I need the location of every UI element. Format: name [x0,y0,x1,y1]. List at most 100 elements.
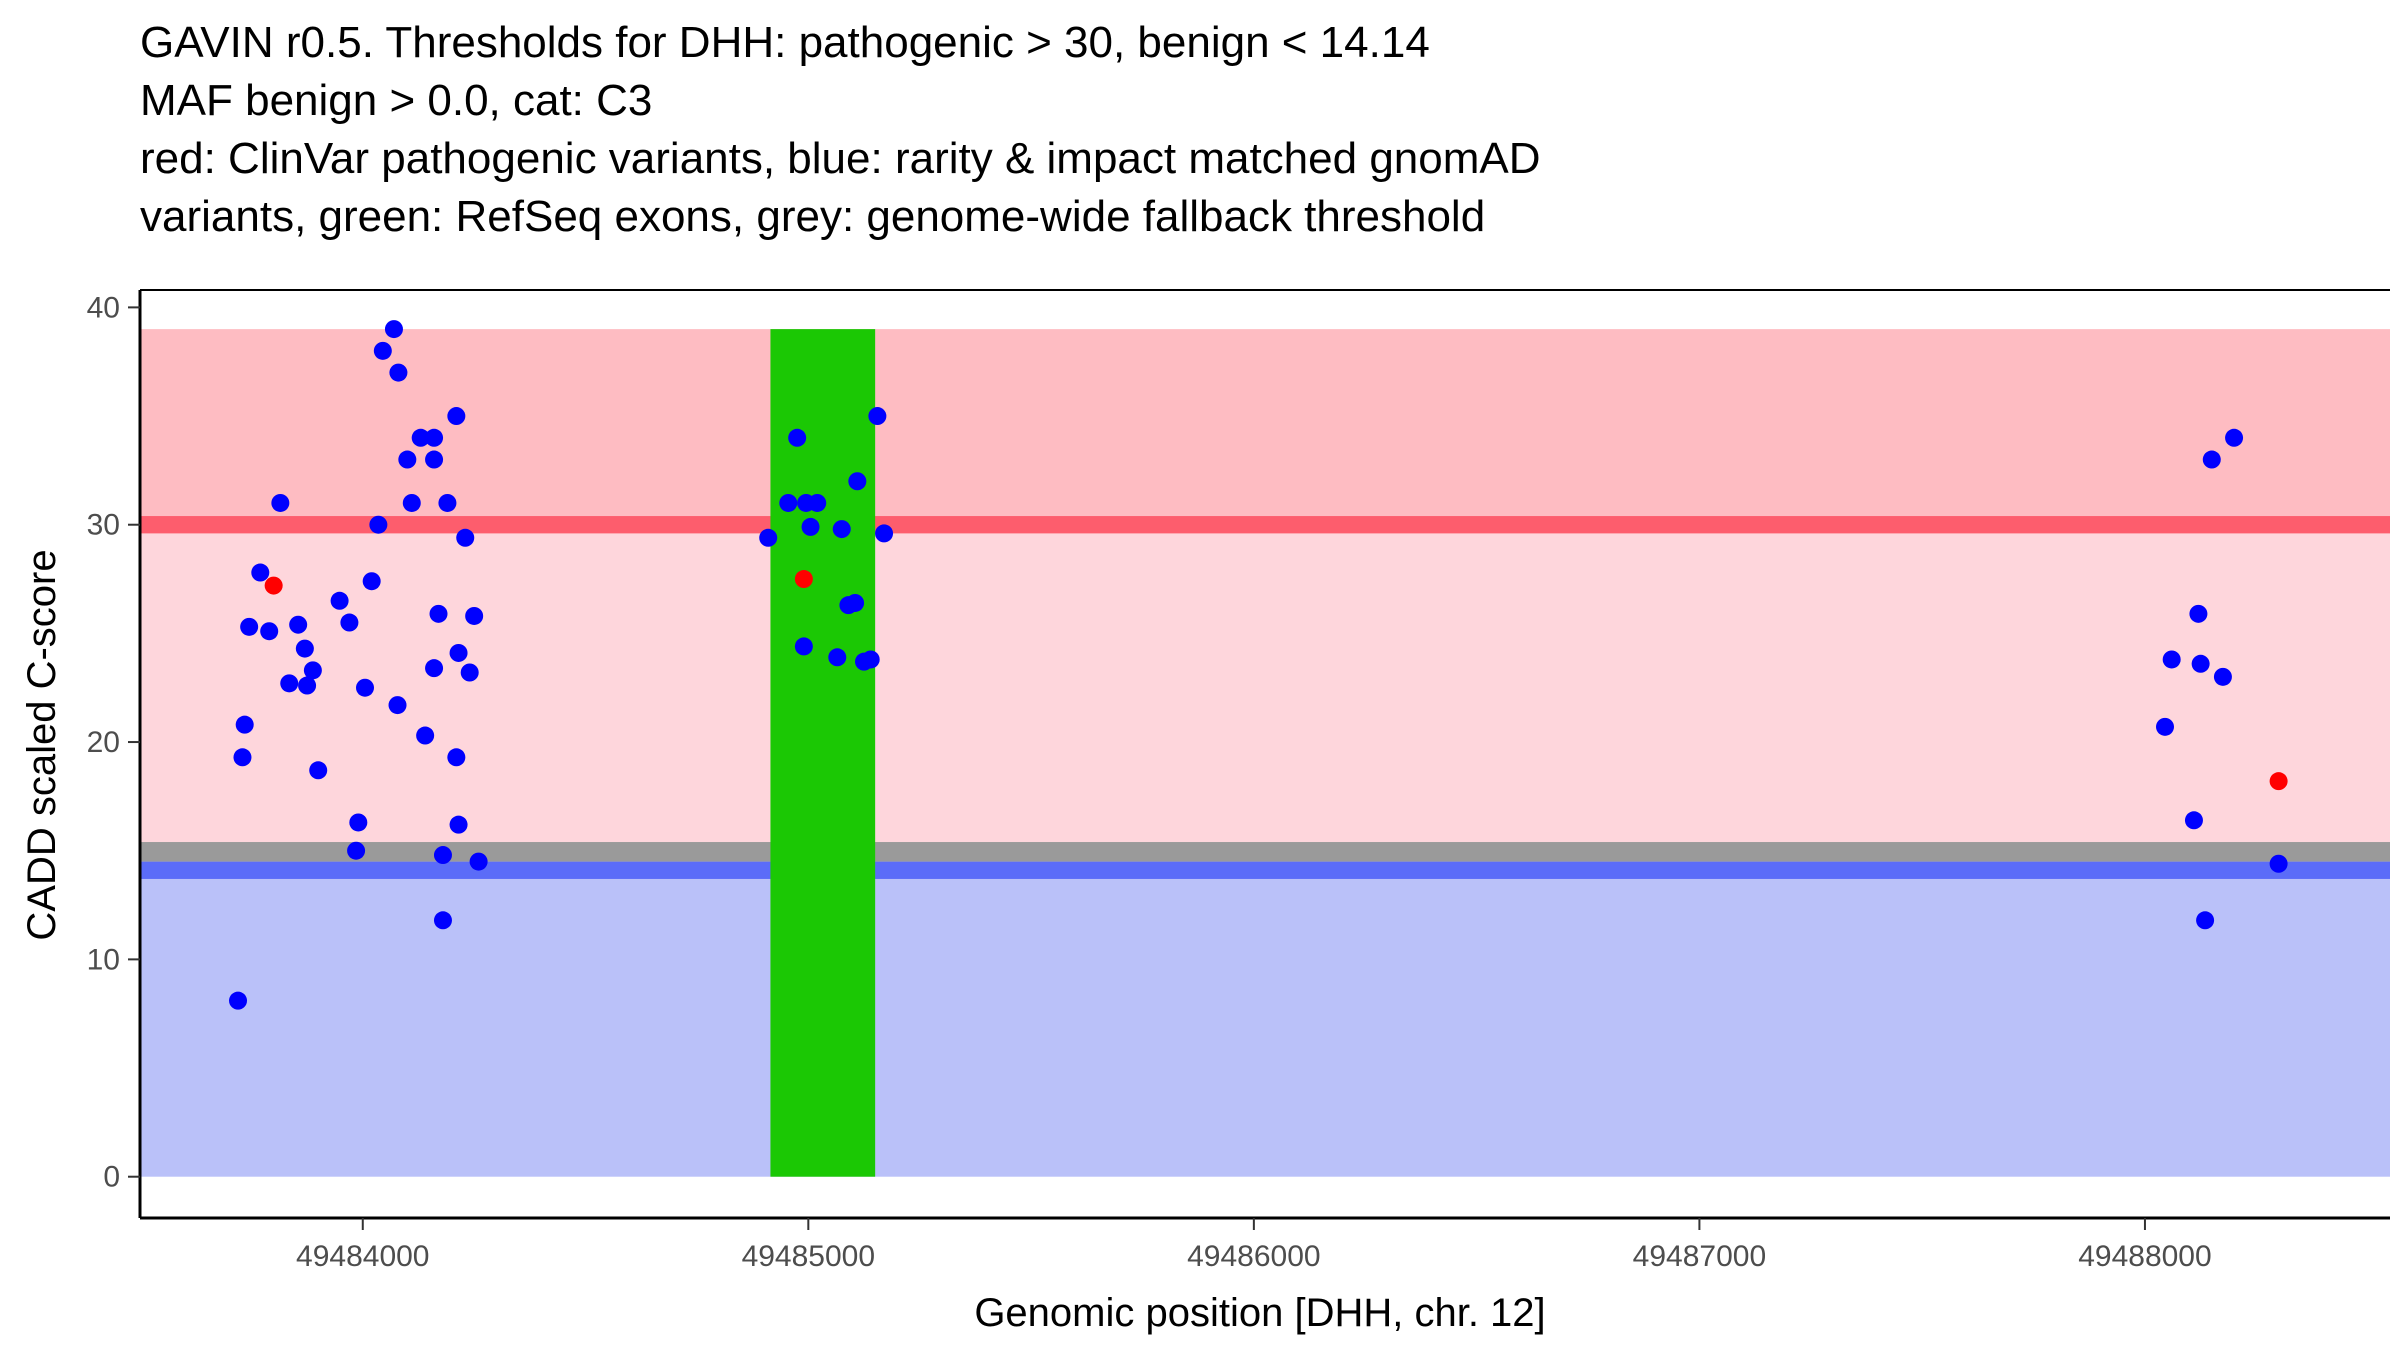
gnomad-point [801,517,820,536]
gnomad-point [356,678,374,697]
gnomad-point [2162,650,2181,669]
threshold-bands [140,329,2390,1177]
clinvar-point [794,570,813,589]
band-benign-threshold [140,861,2390,879]
y-tick-label: 10 [87,943,120,976]
gnomad-point [229,991,248,1010]
y-tick-label: 20 [87,726,120,759]
y-axis-ticks: 0 10 20 30 40 [87,291,140,1194]
gnomad-point [438,493,457,512]
title-line-1: GAVIN r0.5. Thresholds for DHH: pathogen… [140,18,1430,67]
gnomad-point [2191,654,2210,673]
gnomad-point [779,493,798,512]
gnomad-point [233,748,252,767]
gnomad-point [848,472,867,491]
y-axis-label: CADD scaled C-score [20,549,64,940]
title-line-3: red: ClinVar pathogenic variants, blue: … [140,134,1541,183]
gnomad-point [295,639,314,658]
gnomad-point [2189,604,2208,623]
gnomad-point [759,528,778,547]
title-line-2: MAF benign > 0.0, cat: C3 [140,76,653,125]
gnomad-point [425,428,444,447]
band-pathogenic-region [140,329,2390,517]
gnomad-point [429,604,448,623]
x-tick-label: 49487000 [1633,1240,1766,1273]
gnomad-point [251,563,270,582]
gnomad-point [433,911,452,930]
y-tick-label: 0 [103,1161,120,1194]
gnomad-point [2196,911,2215,930]
gnomad-point [309,761,328,780]
gnomad-point [2213,667,2232,686]
x-tick-label: 49488000 [2078,1240,2211,1273]
gnomad-point [433,846,452,865]
gnomad-point [289,615,308,634]
gnomad-point [398,450,417,469]
gnomad-point [447,407,466,426]
gnomad-point [402,493,421,512]
y-tick-label: 30 [87,509,120,542]
gnomad-point [846,593,865,612]
gnomad-point [449,815,468,834]
gnomad-point [447,748,466,767]
y-tick-label: 40 [87,291,120,324]
gnomad-point [425,450,444,469]
gnomad-point [2225,428,2244,447]
exon-regions [770,329,876,1177]
chart-title: GAVIN r0.5. Thresholds for DHH: pathogen… [140,14,2380,246]
clinvar-point [2269,772,2288,791]
gnomad-point [280,674,299,693]
gnomad-point [425,659,444,678]
gnomad-point [828,648,847,667]
gnomad-point [271,493,290,512]
gnomad-point [875,524,894,543]
x-tick-label: 49484000 [296,1240,429,1273]
variant-points [229,320,2288,1010]
band-benign-region [140,878,2390,1177]
gnomad-point [456,528,475,547]
gnomad-point [362,572,381,591]
gnomad-point [465,606,484,625]
gnomad-point [794,637,813,656]
gnomad-point [411,428,430,447]
gnomad-point [388,696,407,715]
gnomad-point [832,520,851,539]
gnomad-point [384,320,403,339]
x-tick-label: 49485000 [742,1240,875,1273]
x-axis-ticks: 49484000 49485000 49486000 49487000 49488000 [296,1218,2212,1273]
gnomad-point [340,613,359,632]
gnomad-point [298,676,317,695]
gnomad-point [808,493,827,512]
gnomad-point [235,715,254,734]
axes [138,289,2390,1220]
gnomad-point [469,852,488,871]
band-fallback-threshold [140,842,2390,862]
gnomad-point [2202,450,2221,469]
gnomad-point [373,341,392,360]
gnomad-point [2156,717,2174,736]
exon-region [770,329,876,1177]
gnomad-point [460,663,479,682]
gnomad-point [389,363,408,382]
band-intermediate-region [140,533,2390,843]
gnomad-point [449,643,468,662]
gnomad-point [240,617,259,636]
gnomad-point [2269,854,2288,873]
gnomad-point [349,813,368,832]
gnomad-point [868,407,887,426]
gnomad-point [369,515,388,534]
gnomad-point [330,591,349,610]
band-pathogenic-threshold [140,516,2390,534]
gnomad-point [303,661,322,680]
title-line-4: variants, green: RefSeq exons, grey: gen… [140,192,1486,241]
clinvar-point [264,576,283,595]
x-axis-label: Genomic position [DHH, chr. 12] [974,1291,1545,1335]
x-tick-label: 49486000 [1187,1240,1320,1273]
gnomad-point [861,650,880,669]
gnomad-point [260,622,279,641]
gnomad-point [788,428,807,447]
gnomad-point [416,726,435,745]
gnomad-point [2184,811,2203,830]
gnomad-point [347,841,366,860]
